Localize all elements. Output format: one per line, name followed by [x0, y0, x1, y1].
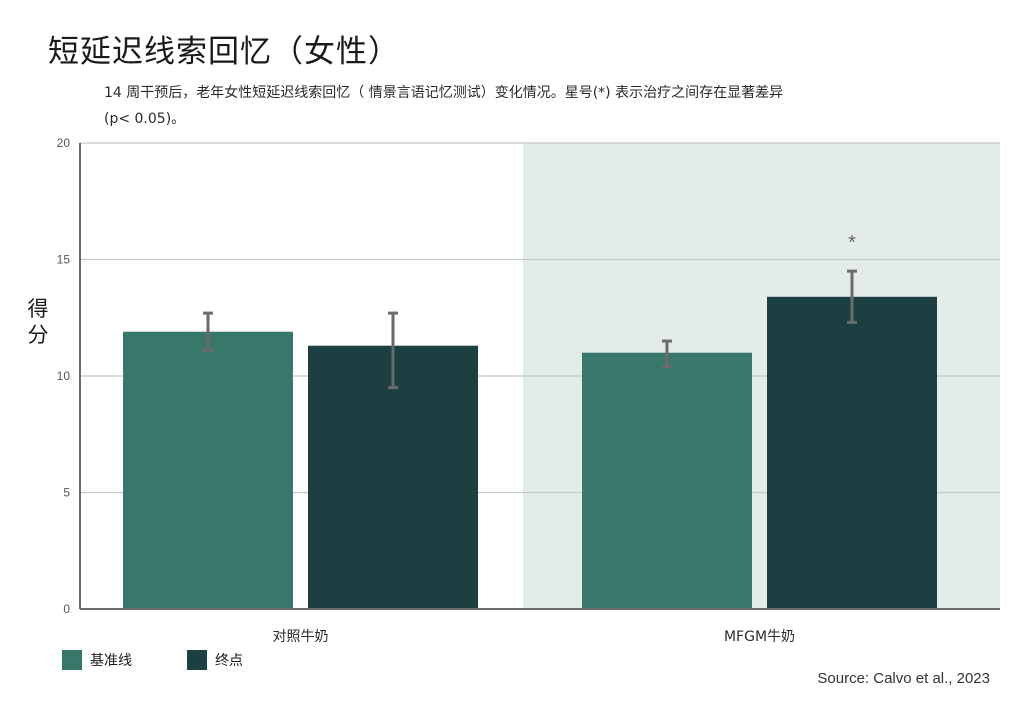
legend-item-baseline: 基准线	[62, 650, 132, 670]
legend-swatch-baseline	[62, 650, 82, 670]
y-tick-label: 10	[57, 369, 71, 383]
y-tick-label: 20	[57, 136, 71, 150]
legend-label-baseline: 基准线	[90, 653, 132, 669]
y-tick-label: 15	[57, 253, 71, 267]
x-tick-label: MFGM牛奶	[724, 629, 795, 645]
bar	[582, 352, 752, 609]
legend-label-endpoint: 终点	[215, 653, 243, 669]
bar	[123, 331, 293, 609]
chart-title: 短延迟线索回忆（女性）	[48, 34, 400, 70]
bar	[767, 296, 937, 609]
significance-marker: *	[848, 232, 856, 254]
bar	[308, 345, 478, 609]
chart-subtitle: 14 周干预后，老年女性短延迟线索回忆（ 情景言语记忆测试）变化情况。星号(*)…	[104, 85, 784, 127]
y-tick-label: 0	[63, 602, 70, 616]
legend-swatch-endpoint	[187, 650, 207, 670]
legend-item-endpoint: 终点	[187, 650, 243, 670]
source-citation: Source: Calvo et al., 2023	[817, 670, 990, 687]
x-tick-label: 对照牛奶	[273, 629, 329, 645]
y-tick-label: 5	[63, 486, 70, 500]
y-axis-label: 得分	[27, 297, 49, 347]
